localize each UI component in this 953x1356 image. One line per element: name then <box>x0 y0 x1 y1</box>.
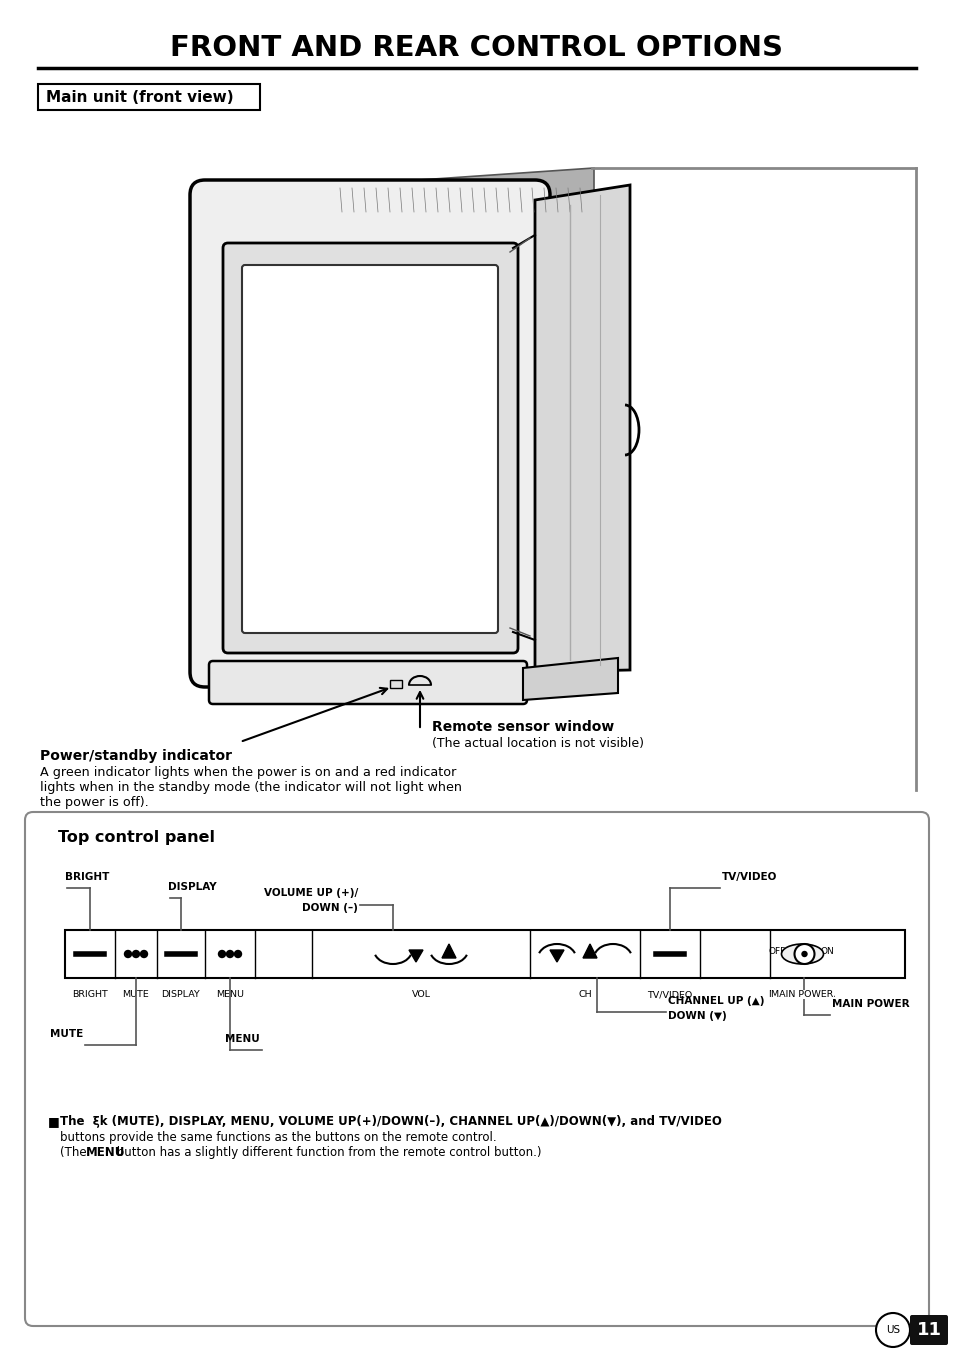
FancyBboxPatch shape <box>909 1315 947 1345</box>
Text: Power/standby indicator: Power/standby indicator <box>40 749 232 763</box>
FancyBboxPatch shape <box>190 180 550 687</box>
Text: ON: ON <box>820 946 834 956</box>
Text: BRIGHT: BRIGHT <box>72 990 108 999</box>
Text: CH: CH <box>578 990 591 999</box>
Text: US: US <box>885 1325 899 1336</box>
FancyBboxPatch shape <box>25 812 928 1326</box>
FancyBboxPatch shape <box>209 660 526 704</box>
Polygon shape <box>535 184 629 673</box>
Bar <box>38 84 260 110</box>
Text: BRIGHT: BRIGHT <box>65 872 110 881</box>
Text: MUTE: MUTE <box>123 990 150 999</box>
Text: CHANNEL UP (▲): CHANNEL UP (▲) <box>667 997 763 1006</box>
Circle shape <box>234 951 241 957</box>
Text: VOL: VOL <box>411 990 430 999</box>
Text: MAIN POWER: MAIN POWER <box>771 990 833 999</box>
Text: ■: ■ <box>48 1115 60 1128</box>
FancyBboxPatch shape <box>223 243 517 654</box>
Text: VOLUME UP (+)/: VOLUME UP (+)/ <box>263 888 357 898</box>
FancyBboxPatch shape <box>242 264 497 633</box>
Text: Top control panel: Top control panel <box>58 830 214 845</box>
Text: button has a slightly different function from the remote control button.): button has a slightly different function… <box>112 1146 541 1159</box>
Text: MENU: MENU <box>215 990 244 999</box>
Circle shape <box>218 951 225 957</box>
Text: A green indicator lights when the power is on and a red indicator
lights when in: A green indicator lights when the power … <box>40 766 461 810</box>
Polygon shape <box>522 658 618 700</box>
Circle shape <box>801 952 806 956</box>
Text: (The actual location is not visible): (The actual location is not visible) <box>432 738 643 750</box>
Text: MAIN P● WER: MAIN P● WER <box>768 990 835 999</box>
Text: MAIN POWER: MAIN POWER <box>831 999 908 1009</box>
Bar <box>65 930 904 978</box>
Polygon shape <box>332 168 594 214</box>
Text: FRONT AND REAR CONTROL OPTIONS: FRONT AND REAR CONTROL OPTIONS <box>171 34 782 62</box>
Polygon shape <box>441 944 456 957</box>
Polygon shape <box>409 951 422 961</box>
Text: MENU: MENU <box>86 1146 125 1159</box>
Text: DISPLAY: DISPLAY <box>168 881 216 892</box>
Text: (The: (The <box>60 1146 91 1159</box>
Circle shape <box>875 1313 909 1347</box>
Text: TV/VIDEO: TV/VIDEO <box>647 990 692 999</box>
Text: The  ξk (MUTE), DISPLAY, MENU, VOLUME UP(+)/DOWN(–), CHANNEL UP(▲)/DOWN(▼), and : The ξk (MUTE), DISPLAY, MENU, VOLUME UP(… <box>60 1115 721 1128</box>
Circle shape <box>125 951 132 957</box>
Text: 11: 11 <box>916 1321 941 1338</box>
Circle shape <box>140 951 148 957</box>
Polygon shape <box>582 944 597 957</box>
Text: DOWN (▼): DOWN (▼) <box>667 1012 726 1021</box>
Circle shape <box>794 944 814 964</box>
Text: MUTE: MUTE <box>50 1029 83 1039</box>
Text: TV/VIDEO: TV/VIDEO <box>721 872 777 881</box>
Polygon shape <box>550 951 563 961</box>
Text: Remote sensor window: Remote sensor window <box>432 720 614 734</box>
Circle shape <box>132 951 139 957</box>
Text: buttons provide the same functions as the buttons on the remote control.: buttons provide the same functions as th… <box>60 1131 497 1144</box>
Text: OFF: OFF <box>768 946 785 956</box>
Text: DISPLAY: DISPLAY <box>161 990 200 999</box>
Bar <box>390 679 401 687</box>
Circle shape <box>226 951 233 957</box>
Ellipse shape <box>781 944 822 964</box>
Text: DOWN (–): DOWN (–) <box>302 903 357 913</box>
Text: Main unit (front view): Main unit (front view) <box>46 89 233 104</box>
Text: MENU: MENU <box>225 1035 260 1044</box>
